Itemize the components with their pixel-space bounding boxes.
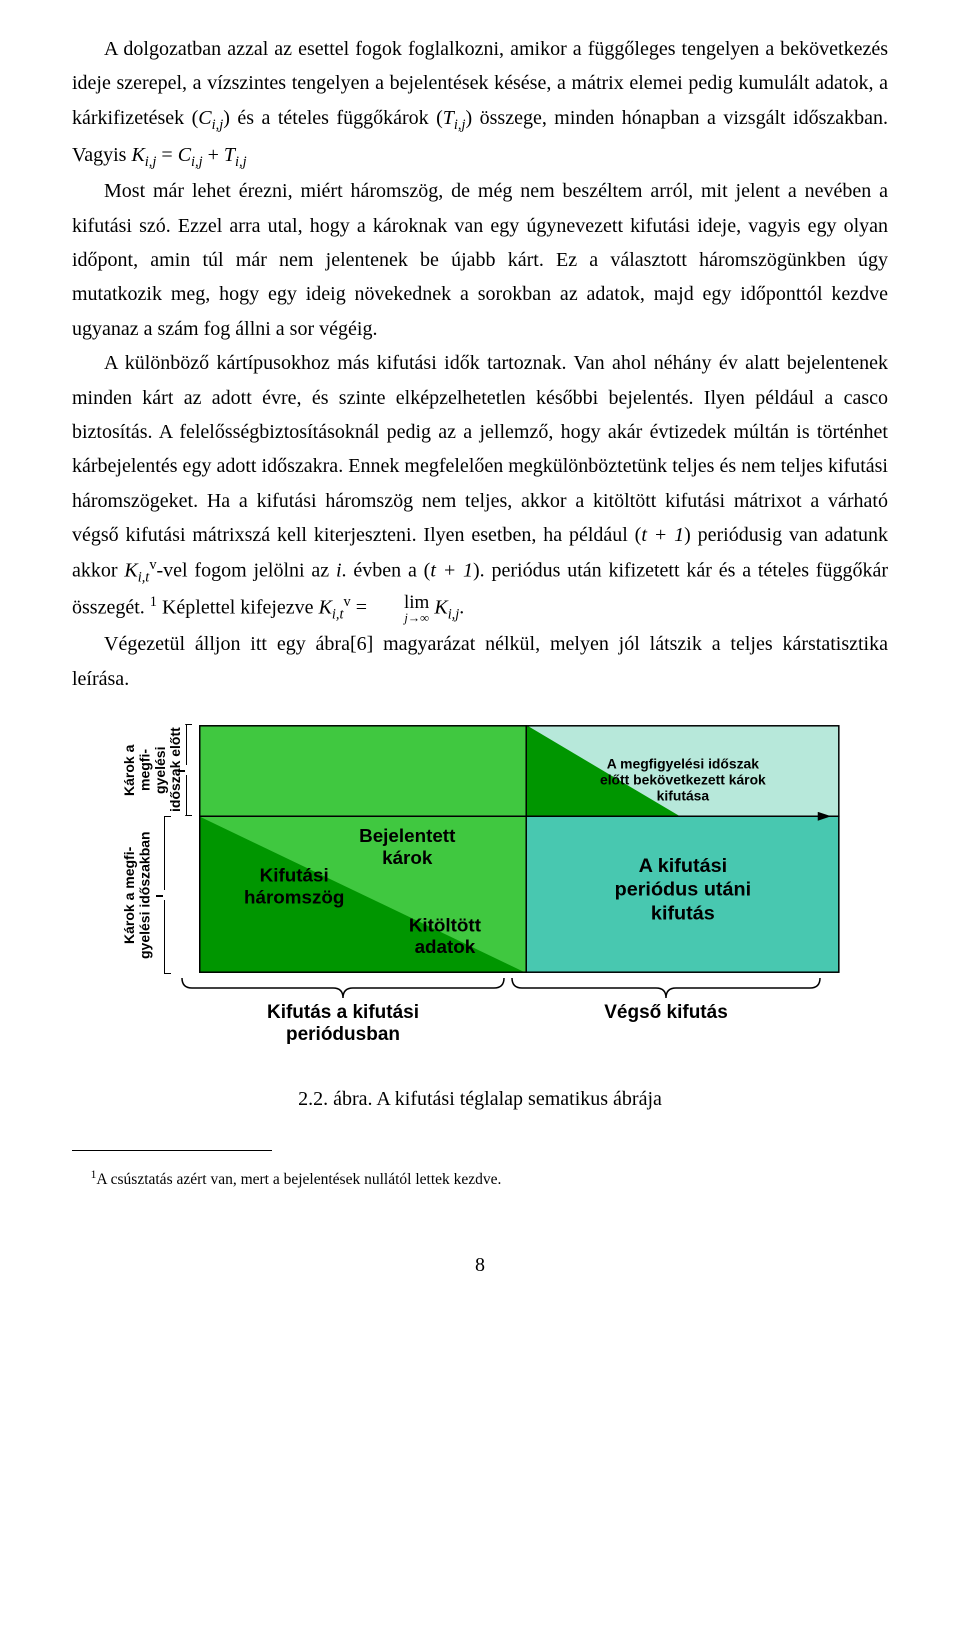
vsup: v <box>149 557 156 573</box>
brace-bottom <box>164 816 178 974</box>
svg-text:Kifutási: Kifutási <box>260 865 329 886</box>
sub-ij: i,j <box>454 117 466 133</box>
footnote-text: A csúsztatás azért van, mert a bejelenté… <box>96 1171 501 1188</box>
ylabel-top: Károk a megfi-gyelési időszak előtt <box>120 724 186 816</box>
page: A dolgozatban azzal az esettel fogok fog… <box>0 0 960 1323</box>
p3c: -vel fogom jelölni az <box>157 559 336 581</box>
t1: t + 1 <box>641 524 684 546</box>
svg-text:károk: károk <box>383 847 434 868</box>
paragraph-2: Most már lehet érezni, miért háromszög, … <box>72 174 888 346</box>
paragraph-4: Végezetül álljon itt egy ábra[6] magyará… <box>72 627 888 696</box>
bottom-brace-labels: Kifutás a kifutásiperiódusban Végső kifu… <box>178 1002 840 1046</box>
figure-caption: 2.2. ábra. A kifutási téglalap sematikus… <box>120 1082 840 1116</box>
sub-ij: i,j <box>212 117 224 133</box>
figure-2-2: Károk a megfi-gyelési időszak előtt Káro… <box>120 724 840 1116</box>
footnote-1: 1A csúsztatás azért van, mert a bejelent… <box>72 1167 888 1190</box>
paragraph-1: A dolgozatban azzal az esettel fogok fog… <box>72 32 888 174</box>
brace-top <box>186 724 200 816</box>
svg-text:adatok: adatok <box>415 936 476 957</box>
footnote-rule <box>72 1150 272 1151</box>
p1b: ) és a tételes függőkárok ( <box>223 107 443 129</box>
plus: + <box>203 144 224 166</box>
p3d: . évben a ( <box>342 559 431 581</box>
Kv2: K <box>319 597 332 619</box>
p3a: A különböző kártípusokhoz más kifutási i… <box>72 352 888 546</box>
p3f: Képlettel kifejezve <box>157 597 319 619</box>
sym-C2: C <box>178 144 191 166</box>
sym-T2: T <box>224 144 235 166</box>
svg-text:háromszög: háromszög <box>244 887 344 908</box>
sym-C: C <box>198 107 211 129</box>
svg-text:kifutás: kifutás <box>651 903 715 925</box>
page-number: 8 <box>72 1248 888 1282</box>
sym-T: T <box>443 107 454 129</box>
sym-K: K <box>131 144 144 166</box>
eq2: = <box>351 597 372 619</box>
eq: = <box>156 144 177 166</box>
svg-text:Bejelentett: Bejelentett <box>360 825 457 846</box>
brace-label-left: Kifutás a kifutásiperiódusban <box>178 1002 508 1046</box>
t2: t + 1 <box>430 559 473 581</box>
svg-text:periódus utáni: periódus utáni <box>615 879 752 901</box>
p3g: . <box>459 597 464 619</box>
diagram-svg: Bejelentett károk Kifutási háromszög Kit… <box>199 724 840 974</box>
svg-text:Kitöltött: Kitöltött <box>409 915 482 936</box>
svg-text:A kifutási: A kifutási <box>639 855 728 877</box>
Klim: K <box>434 597 447 619</box>
brace-label-right: Végső kifutás <box>508 1002 824 1046</box>
limsub: j→∞ <box>372 612 429 624</box>
lim: lim <box>372 593 429 612</box>
fnmark: 1 <box>150 594 157 610</box>
svg-text:előtt bekövetkezett károk: előtt bekövetkezett károk <box>600 772 766 788</box>
paragraph-3: A különböző kártípusokhoz más kifutási i… <box>72 346 888 627</box>
svg-text:kifutása: kifutása <box>657 788 710 804</box>
vsup2: v <box>344 594 351 610</box>
Kv: K <box>124 559 137 581</box>
bottom-braces <box>178 974 840 1000</box>
svg-text:A megfigyelési időszak: A megfigyelési időszak <box>607 756 759 772</box>
